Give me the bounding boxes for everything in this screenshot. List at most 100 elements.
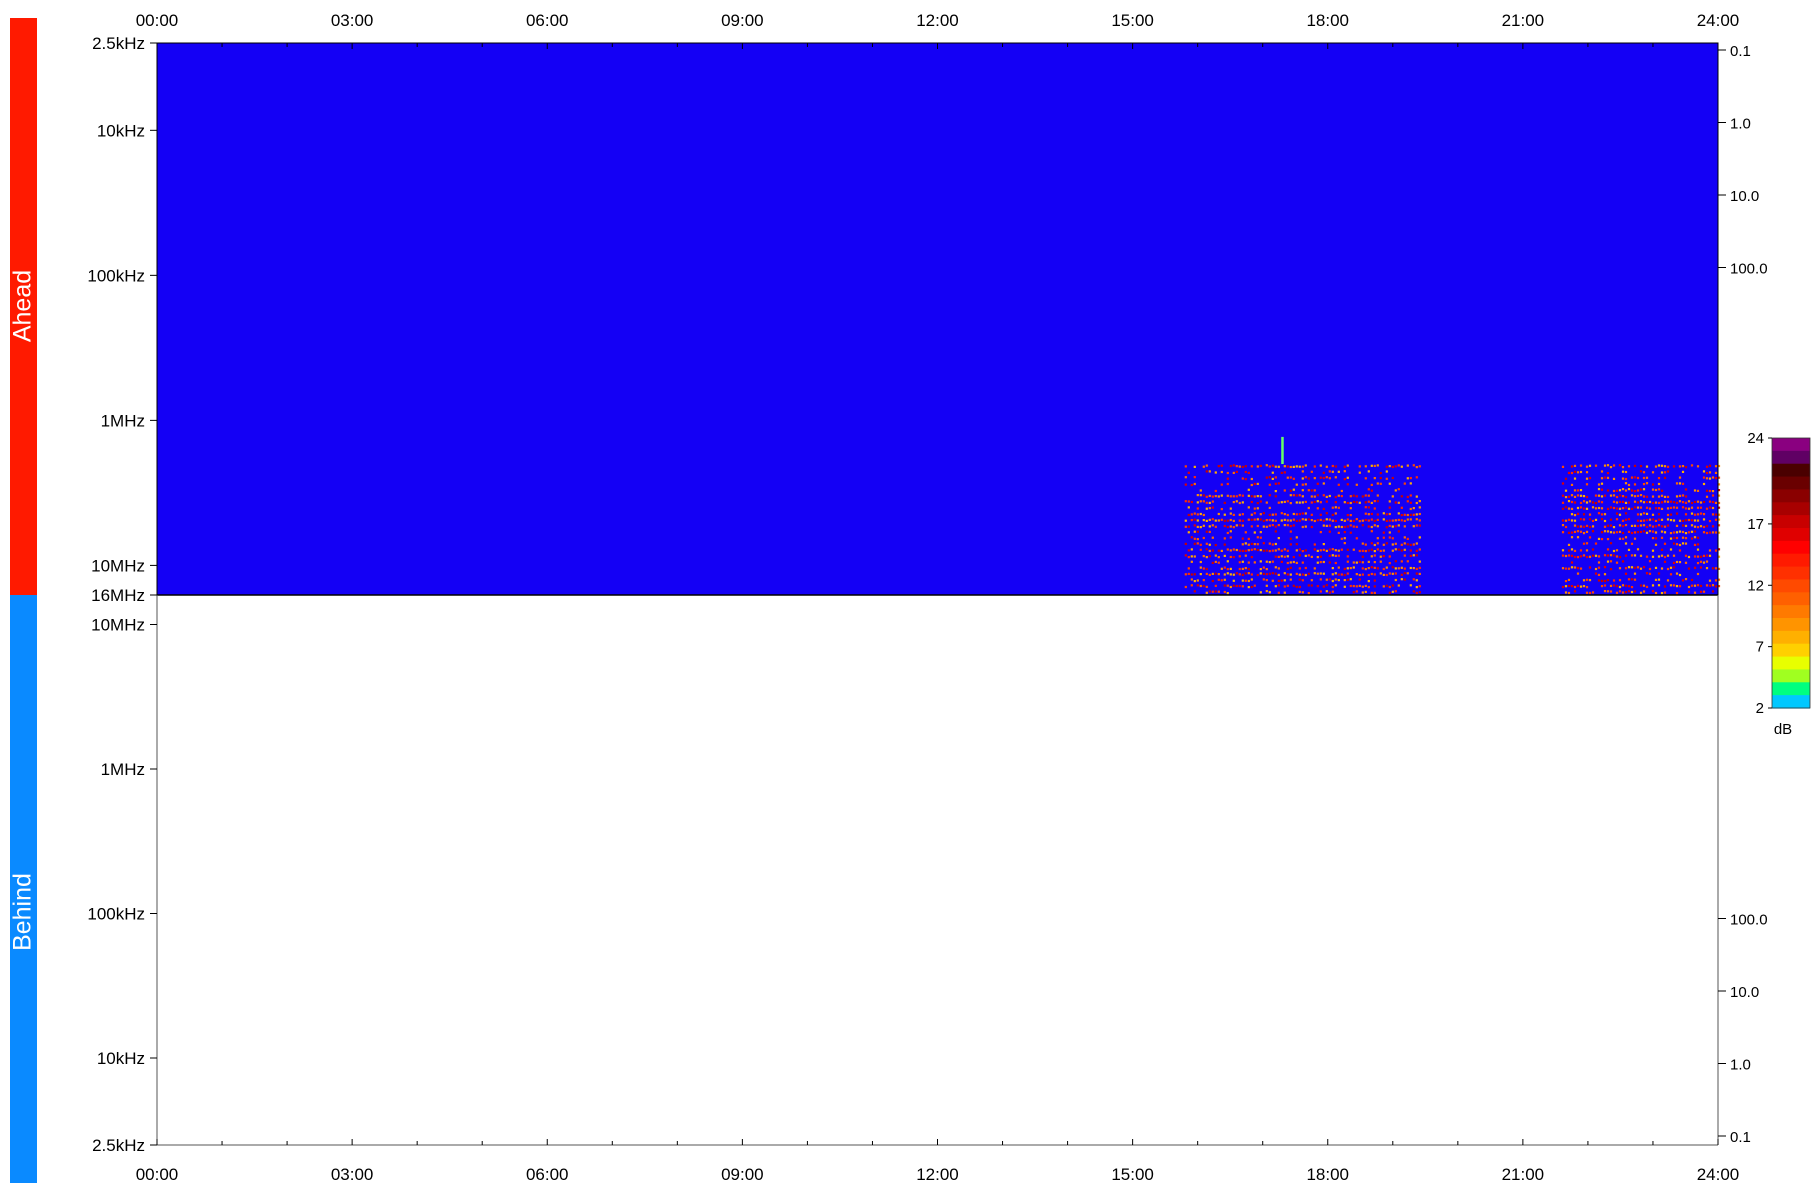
burst-pixel xyxy=(1606,476,1610,479)
burst-pixel xyxy=(1376,513,1379,516)
colorbar-segment xyxy=(1772,630,1810,645)
burst-pixel xyxy=(1355,483,1358,486)
burst-pixel xyxy=(1588,477,1592,480)
burst-pixel xyxy=(1600,507,1604,510)
burst-pixel xyxy=(1196,584,1199,587)
burst-pixel xyxy=(1645,465,1649,468)
burst-pixel xyxy=(1358,584,1361,587)
colorbar-segment xyxy=(1772,592,1810,606)
burst-pixel xyxy=(1193,537,1196,540)
burst-pixel xyxy=(1564,489,1568,492)
burst-pixel xyxy=(1394,567,1397,570)
burst-pixel xyxy=(1606,590,1610,593)
burst-pixel xyxy=(1304,554,1307,557)
burst-pixel xyxy=(1283,465,1286,468)
burst-pixel xyxy=(1199,560,1202,564)
burst-pixel xyxy=(1256,543,1259,546)
burst-pixel xyxy=(1211,536,1214,539)
burst-pixel xyxy=(1370,489,1373,492)
burst-pixel xyxy=(1657,513,1661,516)
burst-pixel xyxy=(1388,555,1391,558)
ahead-freq-tick-label: 10kHz xyxy=(97,121,145,140)
burst-pixel xyxy=(1193,465,1196,468)
burst-pixel xyxy=(1714,477,1718,480)
burst-pixel xyxy=(1367,519,1370,522)
burst-pixel xyxy=(1328,477,1331,480)
burst-pixel xyxy=(1693,543,1697,546)
burst-pixel xyxy=(1636,501,1640,504)
top-time-tick-label: 12:00 xyxy=(916,11,959,30)
burst-pixel xyxy=(1579,530,1583,533)
burst-pixel xyxy=(1241,465,1244,468)
burst-pixel xyxy=(1657,507,1661,510)
burst-pixel xyxy=(1624,584,1628,587)
burst-pixel xyxy=(1349,514,1352,517)
burst-pixel xyxy=(1304,525,1307,528)
burst-pixel xyxy=(1660,489,1664,492)
burst-pixel xyxy=(1274,465,1277,468)
burst-pixel xyxy=(1600,579,1604,582)
burst-pixel xyxy=(1708,506,1712,509)
burst-pixel xyxy=(1681,501,1685,504)
burst-pixel xyxy=(1660,548,1664,551)
burst-pixel xyxy=(1705,525,1709,528)
burst-pixel xyxy=(1660,554,1664,557)
burst-pixel xyxy=(1684,519,1688,522)
burst-pixel xyxy=(1639,519,1643,522)
burst-pixel xyxy=(1714,471,1718,474)
burst-pixel xyxy=(1615,507,1619,510)
burst-pixel xyxy=(1708,554,1712,557)
burst-pixel xyxy=(1289,566,1292,569)
burst-pixel xyxy=(1274,566,1277,569)
burst-pixel xyxy=(1642,566,1646,569)
burst-pixel xyxy=(1241,494,1244,497)
burst-pixel xyxy=(1570,566,1574,569)
burst-pixel xyxy=(1250,585,1253,589)
burst-pixel xyxy=(1325,500,1328,503)
burst-pixel xyxy=(1331,519,1334,522)
burst-pixel xyxy=(1567,500,1571,503)
burst-pixel xyxy=(1627,507,1631,510)
burst-pixel xyxy=(1606,538,1610,541)
burst-pixel xyxy=(1250,518,1253,521)
burst-pixel xyxy=(1603,476,1607,479)
burst-pixel xyxy=(1268,524,1271,527)
burst-pixel xyxy=(1690,506,1694,509)
burst-pixel xyxy=(1223,501,1226,504)
burst-pixel xyxy=(1690,578,1694,582)
burst-pixel xyxy=(1376,542,1379,545)
burst-pixel xyxy=(1223,543,1226,546)
burst-pixel xyxy=(1238,494,1241,497)
burst-pixel xyxy=(1648,560,1652,563)
burst-pixel xyxy=(1648,567,1652,571)
burst-pixel xyxy=(1618,579,1622,582)
burst-pixel xyxy=(1196,530,1199,533)
burst-pixel xyxy=(1256,482,1259,485)
burst-pixel xyxy=(1403,482,1406,485)
burst-pixel xyxy=(1196,542,1199,545)
burst-pixel xyxy=(1214,590,1217,593)
burst-pixel xyxy=(1322,519,1325,522)
burst-pixel xyxy=(1319,572,1322,575)
burst-pixel xyxy=(1349,584,1352,588)
burst-pixel xyxy=(1639,500,1643,503)
burst-pixel xyxy=(1190,578,1193,581)
burst-pixel xyxy=(1199,494,1202,497)
burst-pixel xyxy=(1337,470,1340,473)
burst-pixel xyxy=(1621,525,1625,528)
burst-pixel xyxy=(1289,561,1292,564)
burst-pixel xyxy=(1352,591,1355,594)
burst-pixel xyxy=(1262,525,1265,528)
burst-pixel xyxy=(1217,556,1220,559)
burst-pixel xyxy=(1672,561,1676,564)
burst-pixel xyxy=(1681,524,1685,527)
burst-pixel xyxy=(1214,489,1217,493)
burst-pixel xyxy=(1331,579,1334,583)
burst-pixel xyxy=(1331,548,1334,551)
burst-pixel xyxy=(1699,525,1703,528)
burst-pixel xyxy=(1585,477,1589,480)
burst-pixel xyxy=(1687,531,1691,534)
burst-pixel xyxy=(1226,482,1229,486)
burst-pixel xyxy=(1702,518,1706,521)
burst-pixel xyxy=(1277,537,1280,540)
